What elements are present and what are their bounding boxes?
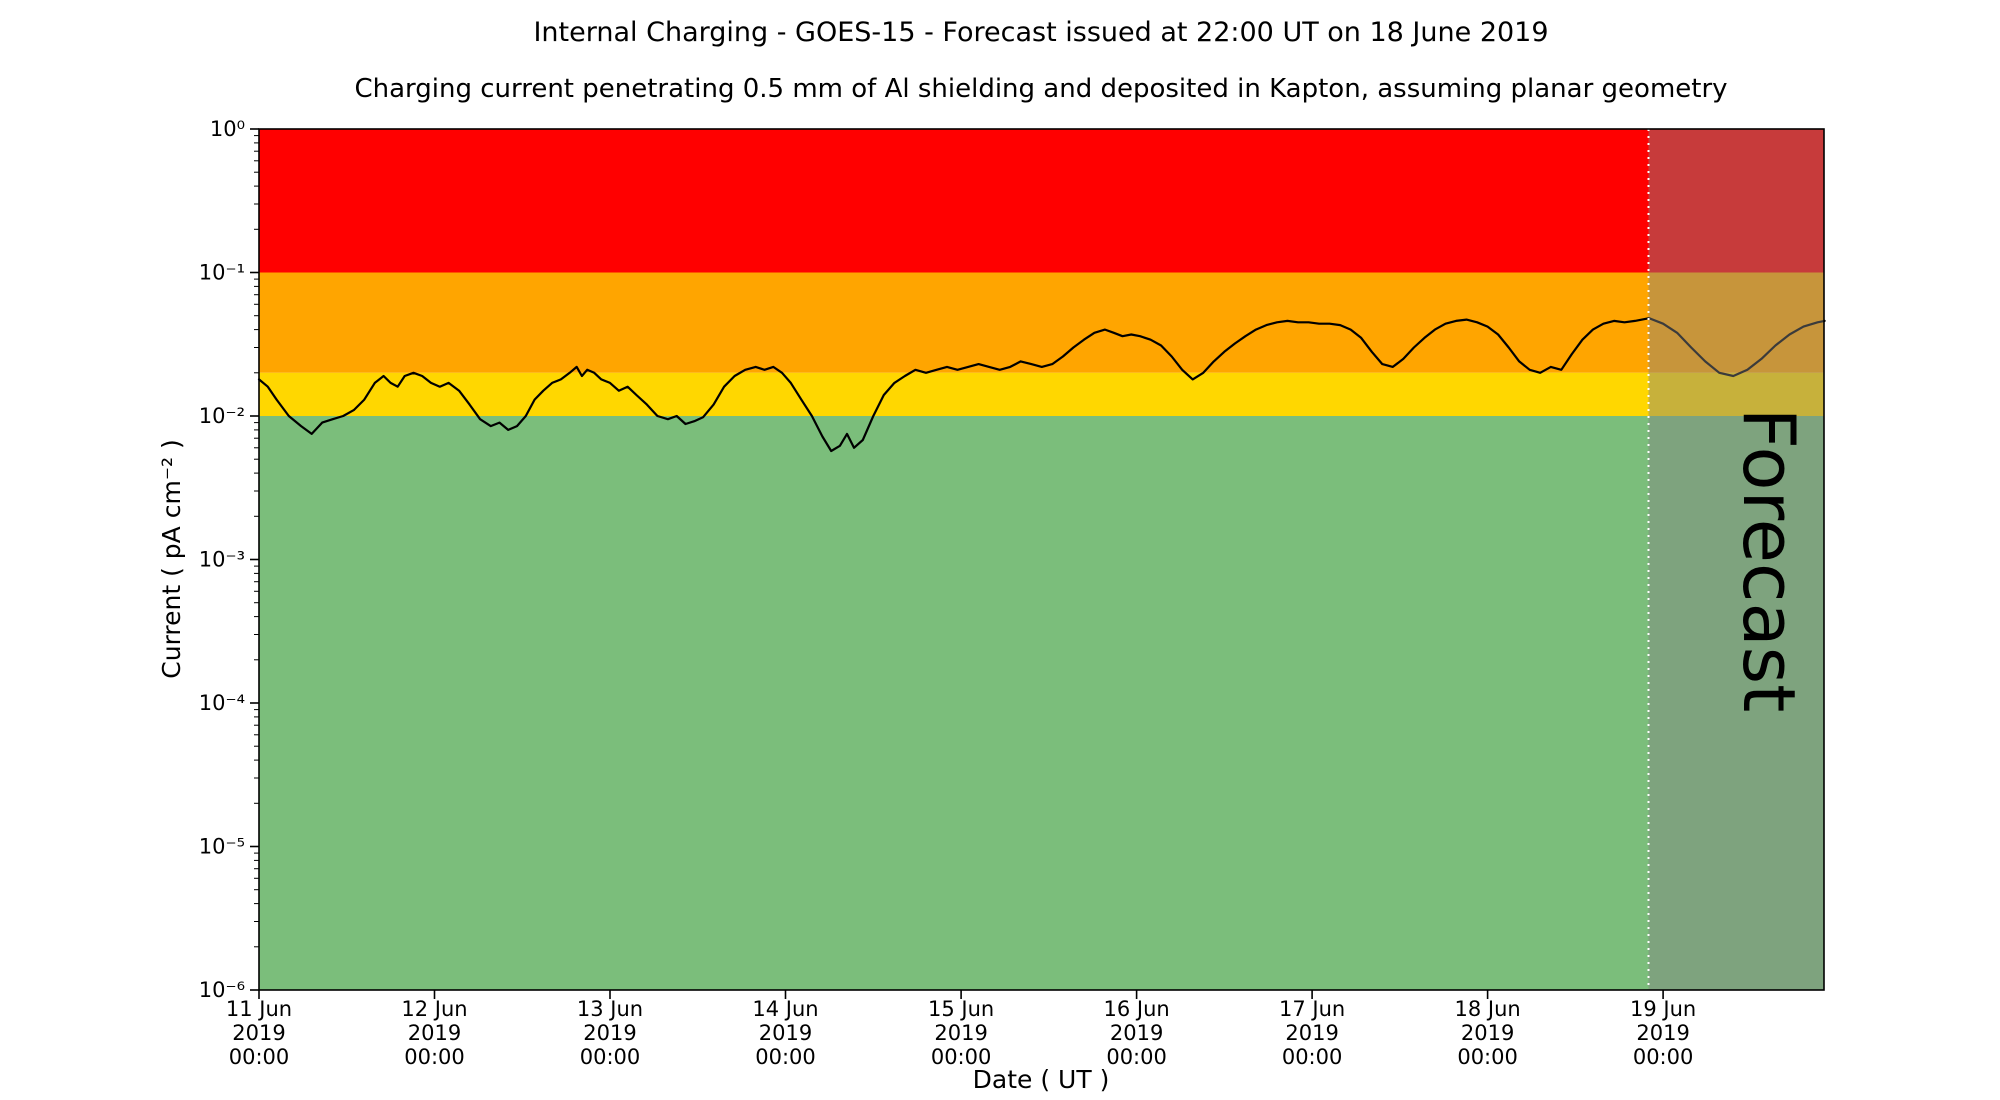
x-axis-tick-label: 2019 bbox=[1461, 1021, 1514, 1045]
threat-level-bands bbox=[259, 129, 1824, 990]
chart-title: Internal Charging - GOES-15 - Forecast i… bbox=[533, 17, 1548, 48]
band-red bbox=[259, 129, 1824, 273]
forecast-watermark-label: Forecast bbox=[1727, 408, 1811, 713]
x-axis-tick-label: 00:00 bbox=[229, 1045, 290, 1069]
band-orange bbox=[259, 272, 1824, 373]
x-axis-tick-label: 2019 bbox=[759, 1021, 812, 1045]
chart-subtitle: Charging current penetrating 0.5 mm of A… bbox=[354, 74, 1727, 104]
x-axis-tick-label: 2019 bbox=[232, 1021, 285, 1045]
x-axis-tick-label: 2019 bbox=[1636, 1021, 1689, 1045]
x-axis-tick-label: 00:00 bbox=[1106, 1045, 1167, 1069]
x-axis-tick-label: 11 Jun bbox=[226, 997, 292, 1021]
x-axis-tick-label: 2019 bbox=[1285, 1021, 1338, 1045]
x-axis-label: Date ( UT ) bbox=[973, 1065, 1110, 1094]
x-axis-tick-label: 13 Jun bbox=[577, 997, 643, 1021]
plot-frame bbox=[258, 128, 1825, 991]
x-axis-tick-label: 2019 bbox=[583, 1021, 636, 1045]
y-axis-tick-label: 10⁻³ bbox=[199, 548, 245, 572]
data-series bbox=[257, 317, 1826, 453]
y-axis-tick-label: 10⁻⁵ bbox=[199, 835, 245, 859]
band-yellow bbox=[259, 372, 1824, 416]
x-axis-tick-label: 2019 bbox=[934, 1021, 987, 1045]
y-axis-tick-label: 10⁻² bbox=[199, 404, 245, 428]
x-axis-tick-label: 00:00 bbox=[931, 1045, 992, 1069]
y-axis-label: Current ( pA cm⁻² ) bbox=[157, 439, 186, 678]
y-axis-tick-label: 10⁰ bbox=[210, 117, 245, 141]
y-axis-tick-label: 10⁻⁴ bbox=[199, 691, 245, 715]
series-line-charging-current bbox=[257, 317, 1826, 453]
x-axis-tick-label: 18 Jun bbox=[1454, 997, 1520, 1021]
x-axis-tick-label: 00:00 bbox=[1282, 1045, 1343, 1069]
x-axis-tick-label: 00:00 bbox=[1457, 1045, 1518, 1069]
x-axis-tick-label: 14 Jun bbox=[752, 997, 818, 1021]
x-axis-tick-label: 00:00 bbox=[755, 1045, 816, 1069]
forecast-region: Forecast bbox=[1647, 129, 1824, 990]
band-green bbox=[259, 416, 1824, 990]
y-axis-tick-label: 10⁻⁶ bbox=[199, 978, 245, 1002]
x-axis-tick-label: 17 Jun bbox=[1279, 997, 1345, 1021]
x-axis-tick-label: 00:00 bbox=[580, 1045, 641, 1069]
forecast-overlay bbox=[1648, 129, 1824, 990]
x-axis-tick-label: 2019 bbox=[1110, 1021, 1163, 1045]
x-axis-tick-label: 12 Jun bbox=[401, 997, 467, 1021]
x-axis-tick-label: 00:00 bbox=[1633, 1045, 1694, 1069]
x-axis-tick-label: 00:00 bbox=[404, 1045, 465, 1069]
x-axis-tick-label: 2019 bbox=[408, 1021, 461, 1045]
x-axis-tick-label: 15 Jun bbox=[928, 997, 994, 1021]
x-axis-tick-label: 16 Jun bbox=[1103, 997, 1169, 1021]
x-axis-tick-label: 19 Jun bbox=[1630, 997, 1696, 1021]
y-axis-tick-label: 10⁻¹ bbox=[199, 261, 245, 285]
